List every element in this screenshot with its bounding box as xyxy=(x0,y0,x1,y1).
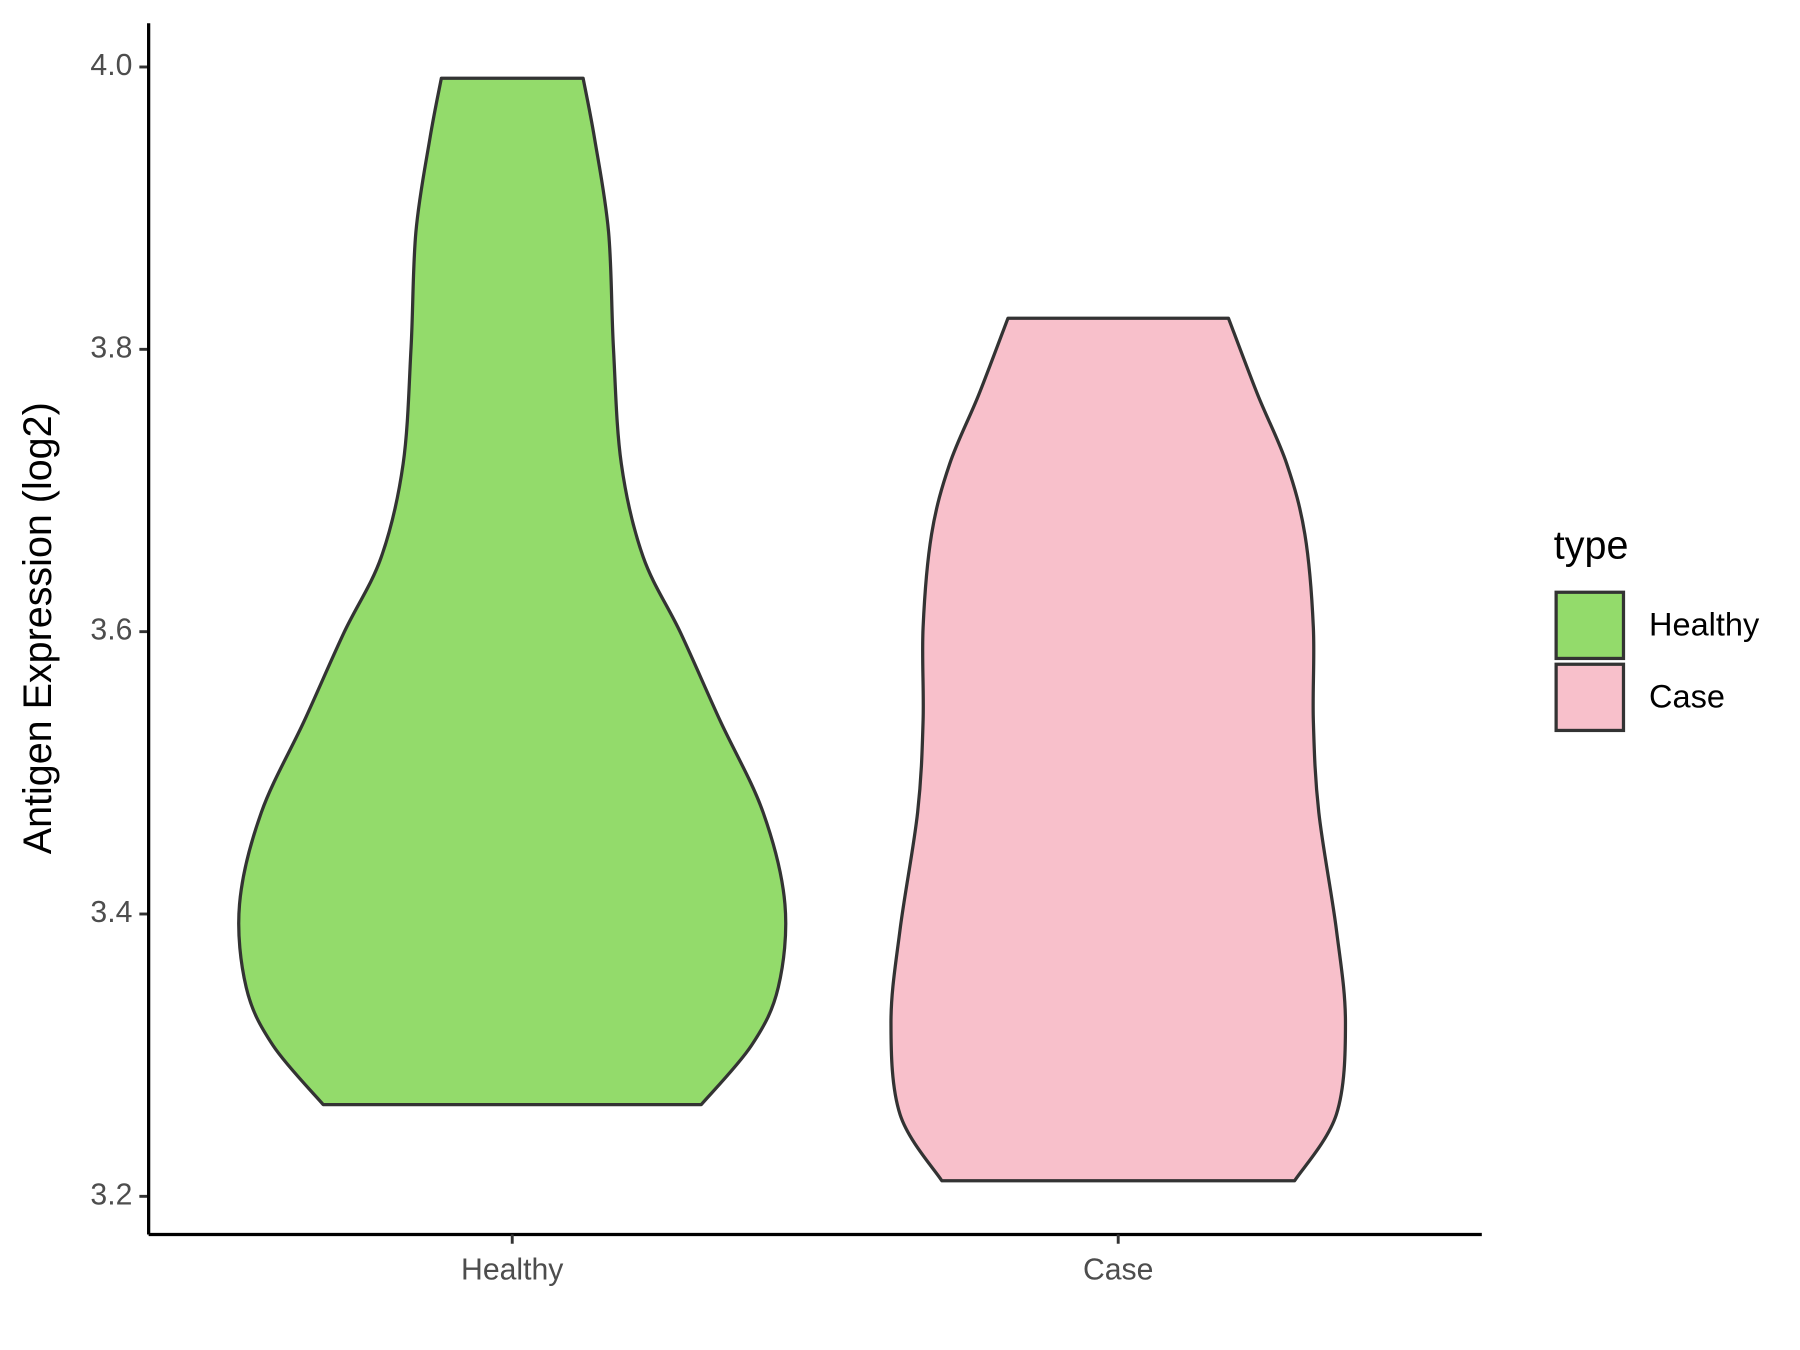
y-tick-label: 3.2 xyxy=(90,1178,132,1211)
y-tick-label: 4.0 xyxy=(90,49,132,82)
legend-title: type xyxy=(1554,524,1629,568)
legend-label: Case xyxy=(1649,679,1725,715)
violin xyxy=(889,316,1348,1183)
y-tick-label: 3.8 xyxy=(90,331,132,364)
y-tick-label: 3.6 xyxy=(90,614,132,647)
violin xyxy=(237,76,788,1107)
y-tick-label: 3.4 xyxy=(90,896,132,929)
y-axis-title: Antigen Expression (log2) xyxy=(16,402,60,854)
x-tick-label: Case xyxy=(1083,1254,1153,1287)
x-tick-label: Healthy xyxy=(461,1254,564,1287)
legend-key xyxy=(1554,662,1626,733)
legend-key xyxy=(1554,590,1626,661)
legend-label: Healthy xyxy=(1649,607,1760,643)
